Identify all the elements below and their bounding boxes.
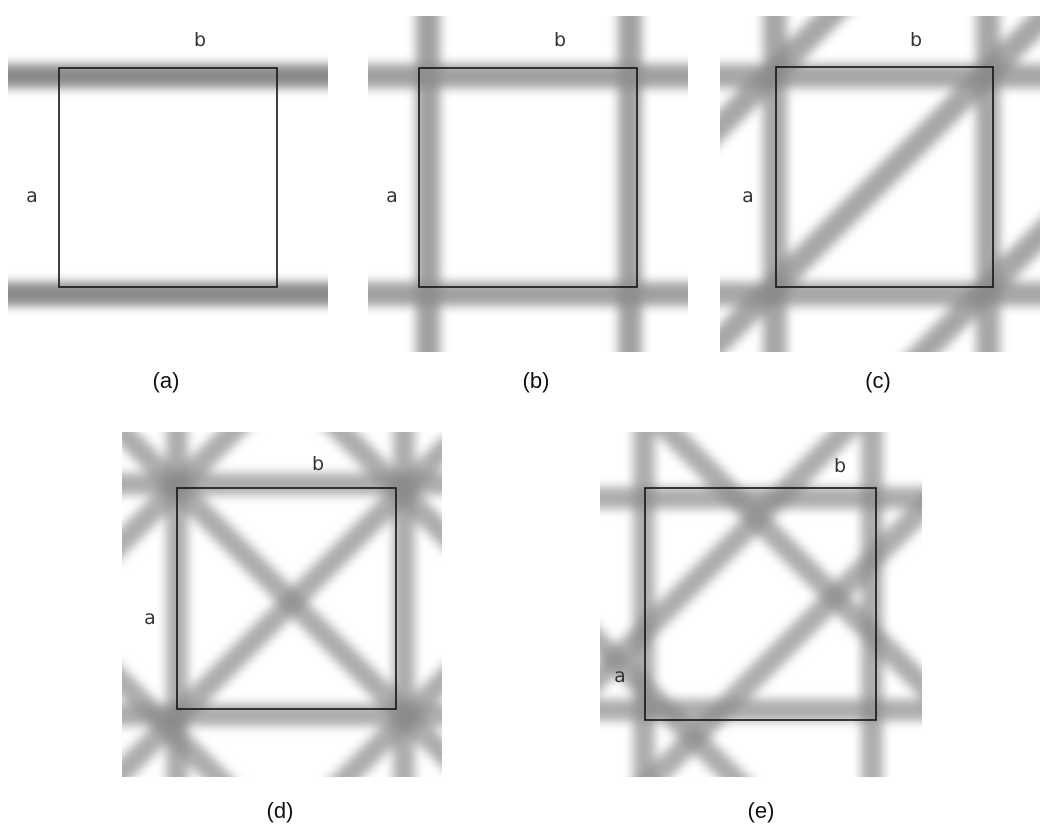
diagonal-band — [600, 432, 860, 692]
panel-e: b a — [600, 432, 922, 777]
label-b: b — [910, 29, 922, 51]
diagonal-band — [907, 219, 1040, 352]
panel-b: b a — [368, 16, 688, 352]
label-a: a — [614, 665, 626, 687]
diagonal-band — [654, 432, 922, 700]
unit-cell-outline — [176, 487, 397, 710]
diagonal-band — [122, 666, 233, 777]
label-a: a — [144, 607, 156, 629]
band-pattern — [122, 432, 442, 777]
label-b: b — [194, 29, 206, 51]
label-a: a — [386, 185, 398, 207]
panel-c-diagram: b a — [720, 16, 1040, 352]
unit-cell-outline — [775, 66, 994, 288]
diagonal-band — [639, 494, 922, 777]
label-b: b — [554, 29, 566, 51]
diagonal-band — [122, 432, 442, 768]
panel-a: b a — [8, 16, 328, 352]
label-a: a — [742, 185, 754, 207]
caption-a: (a) — [152, 368, 180, 393]
unit-cell-outline — [58, 67, 278, 288]
band-pattern — [8, 64, 328, 306]
panel-d: b a — [122, 432, 442, 777]
caption-c: (c) — [865, 368, 891, 393]
diagonal-band — [122, 432, 248, 558]
diagonal-band — [122, 436, 442, 777]
caption-e: (e) — [747, 798, 775, 823]
label-b: b — [834, 455, 846, 477]
band-pattern — [368, 16, 688, 352]
unit-cell-outline — [644, 487, 877, 721]
panel-d-diagram: b a — [122, 432, 442, 777]
diagonal-band — [600, 628, 749, 777]
band-pattern — [600, 432, 922, 777]
caption-b: (b) — [522, 368, 550, 393]
panel-c: b a — [720, 16, 1040, 352]
unit-cell-outline — [418, 67, 638, 288]
label-b: b — [312, 453, 324, 475]
panel-e-diagram: b a — [600, 432, 922, 777]
panel-b-diagram: b a — [368, 16, 688, 352]
caption-d: (d) — [266, 798, 294, 823]
label-a: a — [26, 185, 38, 207]
diagonal-band — [720, 16, 847, 143]
diagonal-band — [720, 16, 1040, 352]
panel-a-diagram: b a — [8, 29, 328, 306]
diagonal-band — [326, 432, 442, 548]
band-pattern — [720, 16, 1040, 352]
